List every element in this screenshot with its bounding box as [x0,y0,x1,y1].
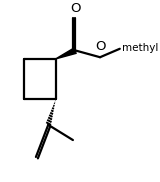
Text: methyl: methyl [122,43,159,53]
Text: O: O [70,2,81,15]
Text: O: O [95,40,106,53]
Polygon shape [56,48,76,59]
